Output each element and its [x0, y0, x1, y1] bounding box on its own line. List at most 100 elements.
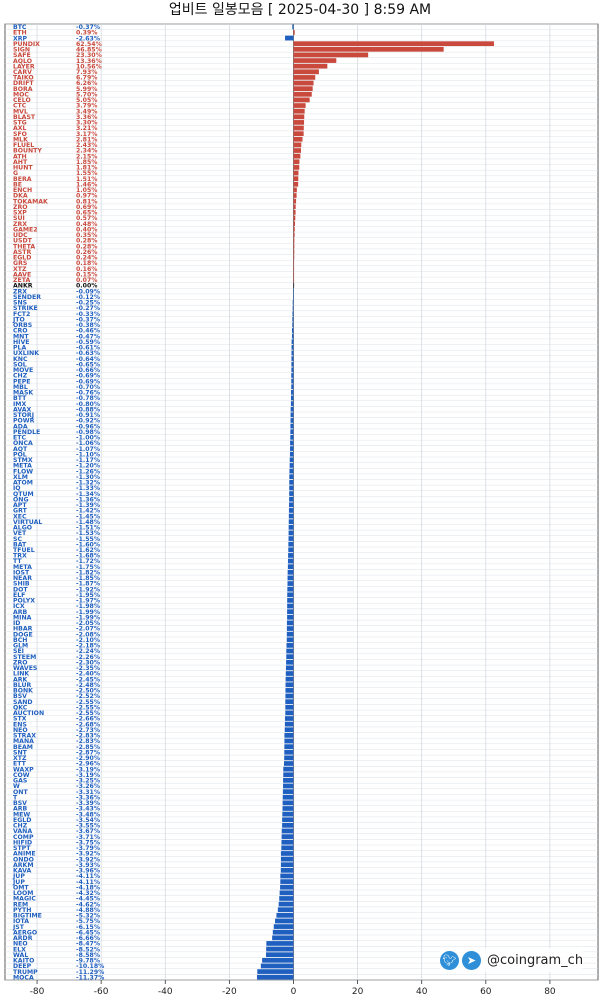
change-label: -1.17%: [76, 457, 100, 464]
change-label: -0.37%: [76, 316, 100, 323]
ticker-label: SENDER: [13, 294, 41, 301]
bar: [290, 395, 294, 401]
change-label: -10.18%: [76, 963, 104, 970]
bar: [285, 35, 294, 41]
ticker-label: XEC: [13, 513, 27, 520]
change-label: -2.66%: [76, 716, 100, 723]
change-label: -3.55%: [76, 823, 100, 830]
ticker-label: ONCA: [13, 440, 33, 447]
bar: [262, 957, 294, 963]
change-label: 5.99%: [76, 86, 97, 93]
twitter-bird-icon: 🐦︎: [440, 950, 459, 970]
bar: [293, 103, 306, 108]
bar: [287, 575, 294, 581]
change-label: 3.36%: [76, 114, 97, 121]
change-label: -4.62%: [76, 901, 100, 908]
change-label: -4.32%: [76, 890, 100, 897]
bar: [285, 676, 294, 682]
bar: [276, 912, 294, 918]
change-label: -0.91%: [76, 412, 100, 419]
change-label: -1.32%: [76, 480, 100, 487]
watermark: 🐦︎ ➤ @coingram_ch: [440, 948, 584, 972]
ticker-label: LAYER: [13, 63, 35, 70]
ticker-label: TFUEL: [13, 547, 35, 554]
bar: [284, 733, 294, 738]
ticker-label: CRO: [13, 328, 28, 335]
bar: [287, 569, 294, 575]
watermark-handle: @coingram_ch: [487, 952, 584, 968]
bar: [289, 468, 294, 474]
ticker-label: MVL: [13, 108, 28, 115]
ticker-label: XTZ: [13, 755, 27, 762]
bar: [279, 890, 294, 896]
change-label: -1.06%: [76, 440, 100, 447]
ticker-label: HIVE: [13, 339, 30, 346]
change-label: -3.71%: [76, 834, 100, 841]
x-tick-label: 20: [352, 987, 364, 997]
bar: [293, 69, 319, 75]
change-label: 0.48%: [76, 221, 97, 228]
change-label: -1.48%: [76, 519, 100, 526]
ticker-label: JUP: [12, 879, 25, 886]
ticker-label: MINA: [13, 614, 32, 621]
ticker-label: MOVE: [13, 367, 33, 374]
change-label: -5.32%: [76, 913, 100, 920]
ticker-label: ETH: [13, 30, 27, 37]
change-label: -2.96%: [76, 761, 100, 768]
change-label: -11.37%: [76, 974, 104, 981]
change-label: -2.55%: [76, 704, 100, 711]
bar: [292, 24, 294, 30]
bar: [281, 828, 294, 834]
bar: [293, 46, 444, 52]
change-label: -1.34%: [76, 491, 100, 498]
bar: [290, 434, 294, 440]
bar: [290, 412, 294, 418]
ticker-label: BTC: [13, 24, 27, 31]
ticker-label: XTZ: [13, 266, 27, 273]
bar: [293, 283, 295, 288]
bar: [292, 328, 294, 333]
change-label: -3.96%: [76, 868, 100, 875]
change-label: -0.69%: [76, 378, 100, 385]
bar: [293, 142, 302, 148]
ticker-label: WAVES: [13, 665, 37, 672]
change-label: -0.78%: [76, 395, 100, 402]
bar: [282, 789, 294, 794]
bar: [277, 907, 294, 913]
change-label: -1.51%: [76, 525, 100, 532]
bar: [282, 822, 294, 828]
change-label: -1.45%: [76, 513, 100, 520]
change-label: 5.70%: [76, 91, 97, 98]
ticker-label: ENCH: [13, 187, 32, 194]
ticker-label: KNC: [13, 356, 28, 363]
ticker-label: MANA: [13, 738, 34, 745]
ticker-label: FLOW: [13, 468, 33, 475]
change-label: -0.46%: [76, 328, 100, 335]
bar: [284, 755, 294, 761]
change-label: 0.15%: [76, 271, 97, 278]
change-label: -3.31%: [76, 789, 100, 796]
bar: [286, 659, 294, 665]
change-label: -2.83%: [76, 733, 100, 740]
ticker-label: SFO: [13, 131, 27, 138]
bar: [285, 665, 294, 671]
bar: [288, 541, 294, 547]
ticker-label: AVAX: [13, 406, 32, 413]
bar: [285, 671, 294, 676]
ticker-label: EGLD: [13, 817, 31, 824]
bar: [293, 260, 295, 266]
ticker-label: SAFE: [13, 52, 31, 59]
ticker-label: AQT: [13, 446, 28, 453]
bar: [293, 52, 369, 58]
ticker-label: VANA: [13, 828, 32, 835]
bar: [272, 929, 294, 935]
ticker-label: BE: [13, 181, 22, 188]
x-tick-label: 0: [291, 987, 297, 997]
ticker-label: BONK: [13, 688, 33, 695]
ticker-label: GRS: [13, 260, 27, 267]
ticker-label: CELO: [13, 97, 31, 104]
ticker-label: AQLO: [13, 58, 32, 65]
ticker-label: COMP: [13, 834, 34, 841]
change-label: 13.36%: [76, 58, 102, 65]
bar: [287, 603, 294, 609]
